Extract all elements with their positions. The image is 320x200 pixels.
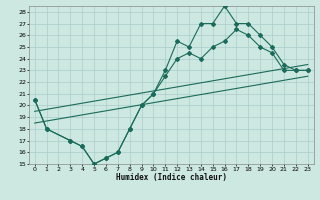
- X-axis label: Humidex (Indice chaleur): Humidex (Indice chaleur): [116, 173, 227, 182]
